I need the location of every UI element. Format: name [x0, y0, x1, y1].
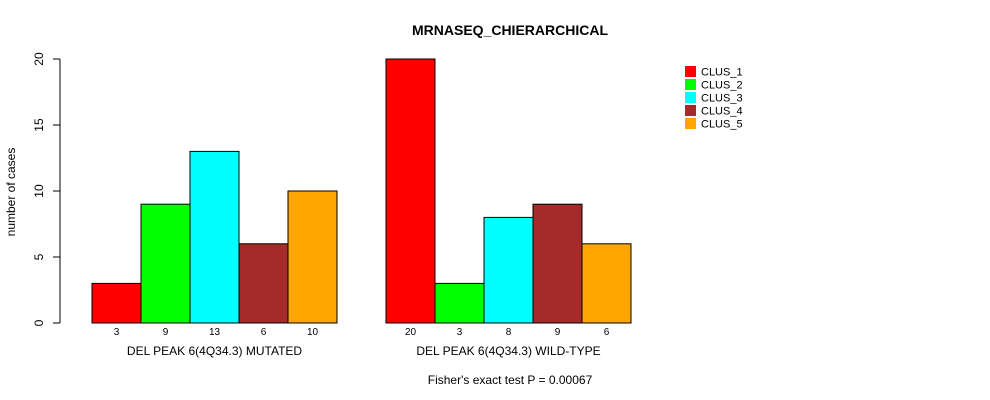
legend-swatch — [685, 118, 696, 129]
chart-title: MRNASEQ_CHIERARCHICAL — [412, 22, 608, 38]
bar-count-label: 6 — [604, 327, 610, 338]
count-labels: 3 9 13 6 10 20 3 8 9 6 — [114, 327, 610, 338]
legend-swatch — [685, 92, 696, 103]
y-axis-label: number of cases — [4, 148, 18, 237]
bar — [483, 216, 534, 324]
y-tick-label: 5 — [32, 253, 46, 260]
bar — [91, 282, 142, 324]
bar-count-label: 9 — [163, 327, 169, 338]
y-tick-label: 10 — [32, 184, 46, 198]
bar-count-label: 8 — [506, 327, 512, 338]
legend-swatch — [685, 105, 696, 116]
bar — [532, 203, 583, 324]
y-tick-label: 15 — [32, 118, 46, 132]
bar-count-label: 3 — [457, 327, 463, 338]
y-axis: 0 5 10 15 20 — [32, 52, 61, 326]
bar-count-label: 9 — [555, 327, 561, 338]
y-tick-label: 20 — [32, 52, 46, 66]
bar-count-label: 20 — [405, 327, 417, 338]
group-labels: DEL PEAK 6(4Q34.3) MUTATED DEL PEAK 6(4Q3… — [127, 344, 601, 358]
bar — [287, 190, 338, 324]
legend-label: CLUS_5 — [701, 119, 743, 131]
bar — [434, 282, 485, 324]
y-tick-label: 0 — [32, 319, 46, 326]
bar — [581, 243, 632, 324]
fisher-test-footnote: Fisher's exact test P = 0.00067 — [428, 373, 593, 387]
bar — [189, 150, 240, 324]
bar-count-label: 6 — [261, 327, 267, 338]
bars — [91, 58, 632, 324]
legend-label: CLUS_1 — [701, 67, 743, 79]
legend-swatch — [685, 79, 696, 90]
legend-label: CLUS_3 — [701, 93, 743, 105]
legend-label: CLUS_2 — [701, 80, 743, 92]
legend-label: CLUS_4 — [701, 106, 743, 118]
bar — [238, 243, 289, 324]
bar-count-label: 13 — [209, 327, 221, 338]
group-label: DEL PEAK 6(4Q34.3) WILD-TYPE — [416, 344, 600, 358]
bar — [385, 58, 436, 324]
legend-swatch — [685, 66, 696, 77]
bar — [140, 203, 191, 324]
bar-count-label: 10 — [307, 327, 319, 338]
group-label: DEL PEAK 6(4Q34.3) MUTATED — [127, 344, 302, 358]
bar-count-label: 3 — [114, 327, 120, 338]
